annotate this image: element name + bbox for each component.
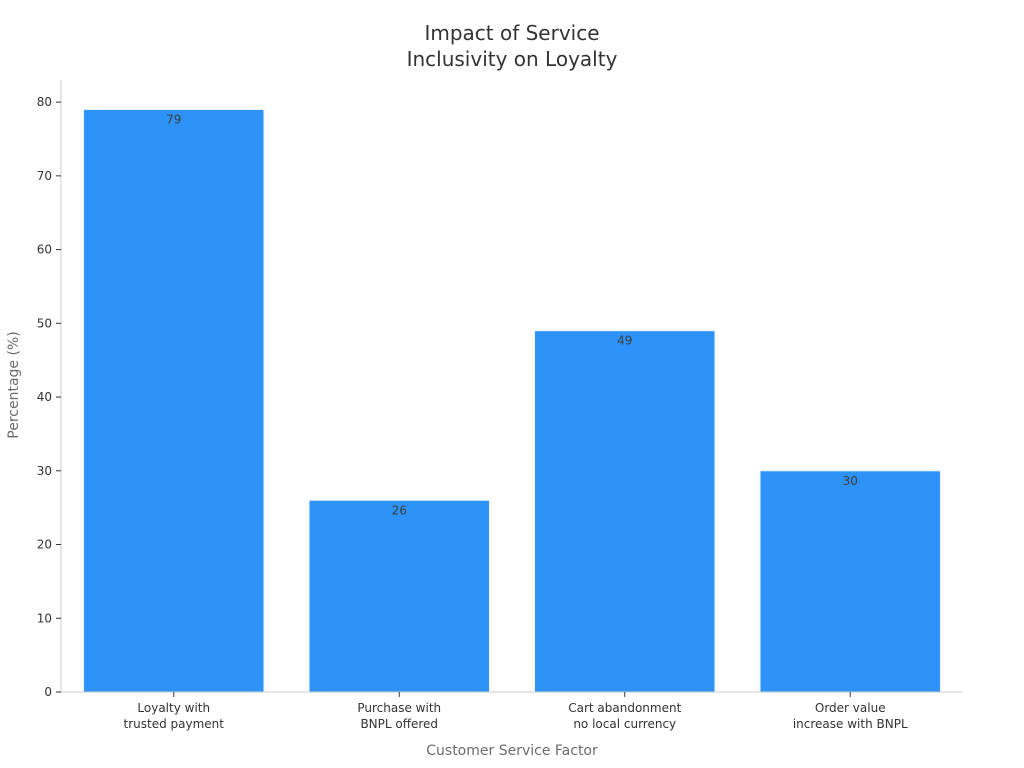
x-tick-label: Order value [815, 701, 886, 715]
y-tick-label: 50 [37, 316, 52, 330]
y-tick-label: 60 [37, 243, 52, 257]
x-axis-title: Customer Service Factor [426, 743, 598, 759]
chart-title-line-1: Impact of Service [424, 21, 599, 45]
y-tick-label: 10 [37, 611, 52, 625]
bar [308, 499, 490, 693]
bar [83, 108, 265, 693]
y-tick-label: 0 [44, 685, 52, 699]
x-tick-label: trusted payment [124, 717, 225, 731]
x-axis: Loyalty with trusted payment Purchase with… [61, 691, 963, 731]
x-tick-label: BNPL offered [360, 717, 438, 731]
data-labels: 79 26 49 30 [166, 112, 858, 517]
chart-title-line-2: Inclusivity on Loyalty [407, 47, 618, 71]
y-tick-label: 20 [37, 538, 52, 552]
x-tick-label: Loyalty with [137, 701, 210, 715]
bars [83, 108, 941, 693]
bar [534, 330, 716, 693]
y-tick-label: 80 [37, 95, 52, 109]
bar-value-label: 30 [843, 474, 858, 488]
bar-value-label: 79 [166, 112, 181, 126]
x-tick-label: no local currency [573, 717, 676, 731]
bar-value-label: 26 [392, 503, 407, 517]
x-tick-label: Cart abandonment [568, 701, 681, 715]
y-tick-label: 30 [37, 464, 52, 478]
y-tick-label: 40 [37, 390, 52, 404]
x-tick-label: Purchase with [357, 701, 441, 715]
chart-title: Impact of Service Inclusivity on Loyalty [407, 21, 618, 71]
y-axis-title: Percentage (%) [6, 331, 22, 438]
bar-value-label: 49 [617, 334, 632, 348]
bar [759, 470, 941, 693]
y-tick-label: 70 [37, 169, 52, 183]
y-axis: 0 10 20 30 40 50 60 70 80 [37, 80, 62, 699]
x-tick-label: increase with BNPL [793, 717, 908, 731]
